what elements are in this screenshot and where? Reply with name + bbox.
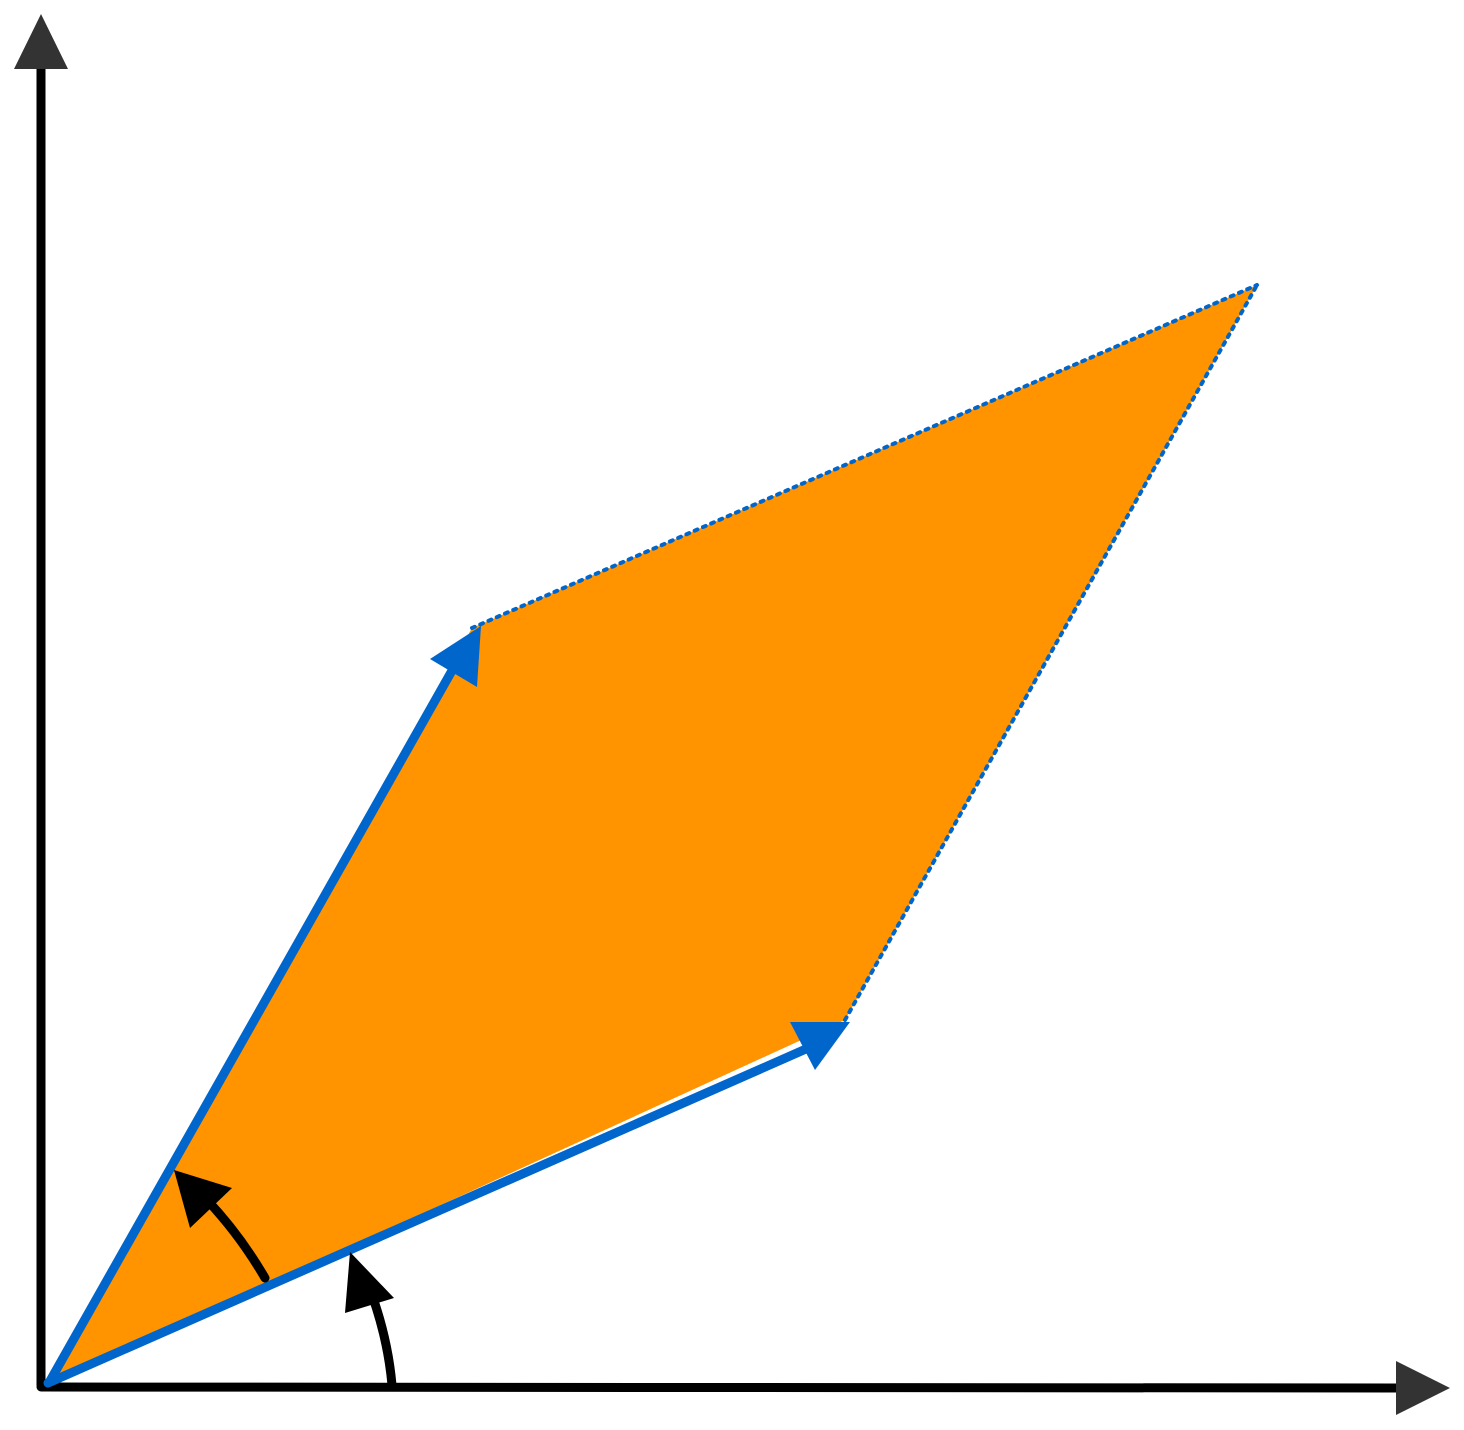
vector-b-arrowhead-icon (790, 1022, 850, 1070)
y-axis-arrowhead-icon (14, 14, 68, 69)
angle-arc-vector-b-curved-arrow-icon (345, 1252, 394, 1313)
vector-a-arrowhead-icon (430, 626, 481, 687)
dotted-edge-right (843, 283, 1259, 1022)
vector-a (45, 655, 463, 1386)
x-axis-arrowhead-icon (1396, 1361, 1450, 1415)
angle-arc-vector-a (202, 1195, 270, 1283)
parallelogram-area (48, 285, 1257, 1385)
x-axis (36, 1382, 1403, 1393)
angle-arc-vector-a-curved-arrow-icon (174, 1170, 232, 1228)
angle-arc-vector-b (367, 1290, 397, 1390)
vector-b (43, 1040, 820, 1388)
dotted-edge-top (470, 283, 1259, 630)
